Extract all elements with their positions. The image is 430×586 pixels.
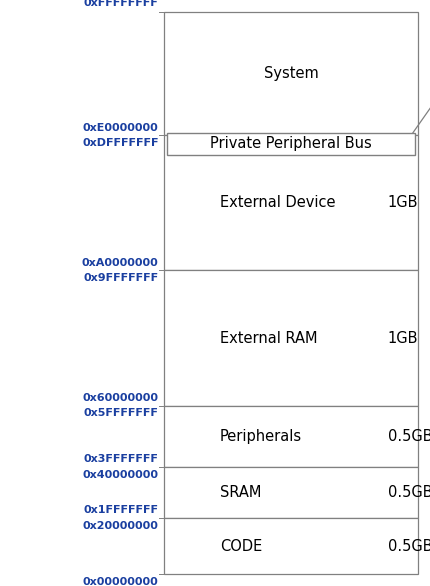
Text: 0x40000000: 0x40000000 bbox=[83, 471, 158, 481]
Text: 0x00000000: 0x00000000 bbox=[83, 577, 158, 586]
Text: 0x3FFFFFFF: 0x3FFFFFFF bbox=[83, 455, 158, 465]
Bar bbox=[163, 518, 417, 574]
Text: 0.5GB: 0.5GB bbox=[387, 539, 430, 554]
Bar bbox=[163, 271, 417, 406]
Text: System: System bbox=[263, 66, 318, 81]
Bar bbox=[163, 135, 417, 271]
Text: 0x1FFFFFFF: 0x1FFFFFFF bbox=[83, 505, 158, 515]
Text: 1GB: 1GB bbox=[387, 331, 417, 346]
Text: 0x9FFFFFFF: 0x9FFFFFFF bbox=[83, 274, 158, 284]
Text: 0xE0000000: 0xE0000000 bbox=[83, 122, 158, 132]
Text: 0x20000000: 0x20000000 bbox=[83, 521, 158, 531]
Text: 0xDFFFFFFF: 0xDFFFFFFF bbox=[82, 138, 158, 148]
Bar bbox=[163, 468, 417, 518]
Text: Peripherals: Peripherals bbox=[219, 429, 301, 444]
Text: External RAM: External RAM bbox=[219, 331, 316, 346]
Text: 0.5GB: 0.5GB bbox=[387, 429, 430, 444]
Text: 0.5GB: 0.5GB bbox=[387, 485, 430, 500]
Text: Private Peripheral Bus: Private Peripheral Bus bbox=[209, 137, 371, 151]
Text: 0x5FFFFFFF: 0x5FFFFFFF bbox=[83, 408, 158, 418]
Text: External Device: External Device bbox=[219, 196, 335, 210]
Bar bbox=[167, 132, 414, 155]
Text: 0x60000000: 0x60000000 bbox=[83, 393, 158, 403]
Text: 1GB: 1GB bbox=[387, 196, 417, 210]
Text: CODE: CODE bbox=[219, 539, 261, 554]
Bar bbox=[163, 406, 417, 468]
Text: 0xA0000000: 0xA0000000 bbox=[82, 258, 158, 268]
Text: SRAM: SRAM bbox=[219, 485, 261, 500]
Text: 0xFFFFFFFF: 0xFFFFFFFF bbox=[84, 0, 158, 8]
Bar bbox=[163, 12, 417, 135]
